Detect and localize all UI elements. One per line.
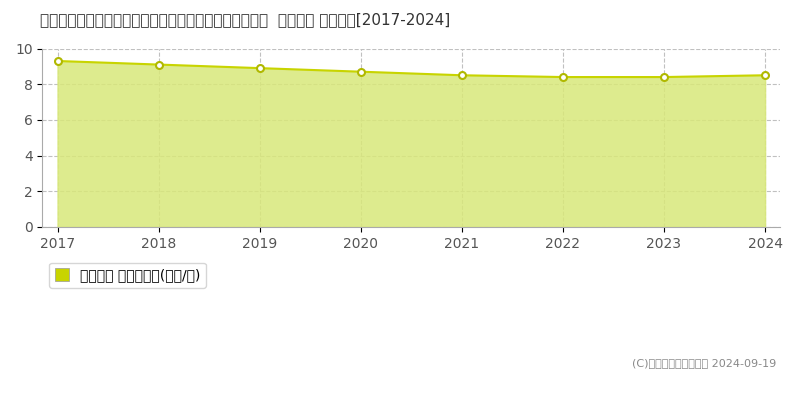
Text: 宮崎県西臼杵郡高千穂町大字三田井字尾迫原７４番８外  基準地価 地価推移[2017-2024]: 宮崎県西臼杵郡高千穂町大字三田井字尾迫原７４番８外 基準地価 地価推移[2017…	[40, 12, 450, 27]
Legend: 基準地価 平均坪単価(万円/坪): 基準地価 平均坪単価(万円/坪)	[50, 263, 206, 288]
Text: (C)土地価格ドットコム 2024-09-19: (C)土地価格ドットコム 2024-09-19	[632, 358, 776, 368]
